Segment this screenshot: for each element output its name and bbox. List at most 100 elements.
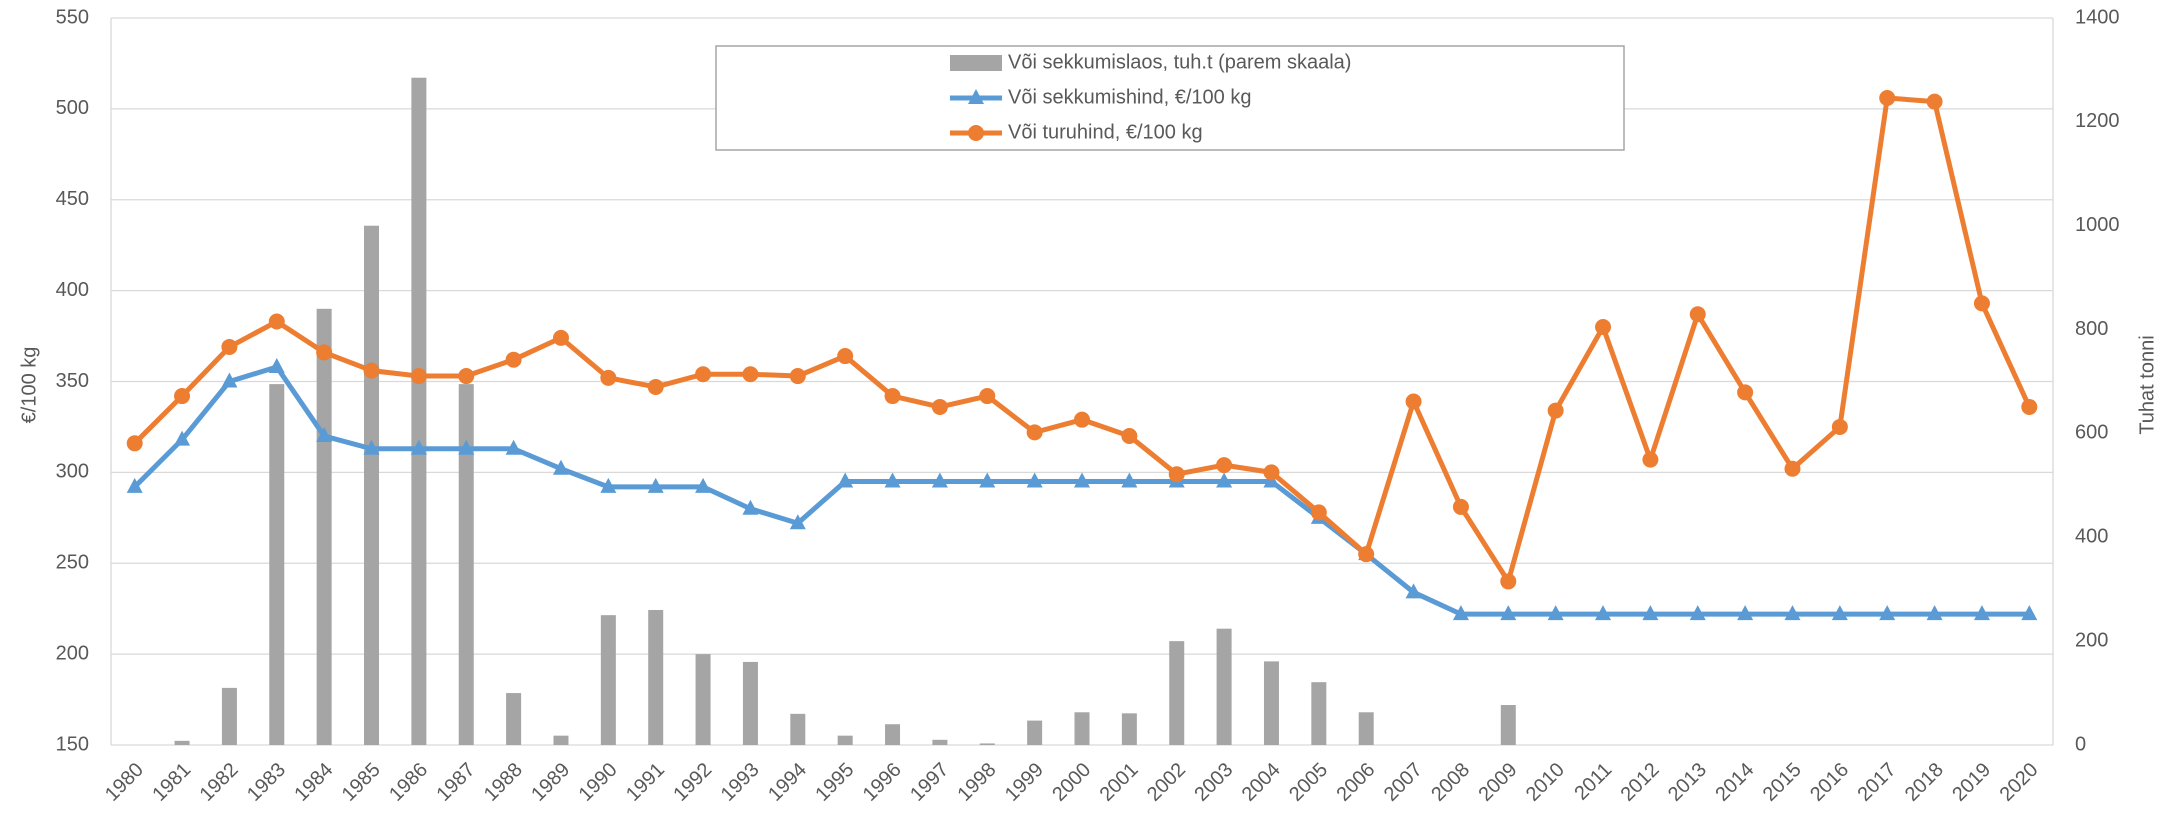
bar: [885, 724, 901, 745]
bar: [1500, 705, 1516, 745]
marker: [2021, 398, 2038, 415]
marker: [1026, 472, 1043, 488]
y2-tick-label: 200: [2075, 629, 2108, 651]
x-tick-label: 1989: [527, 759, 574, 806]
bar: [553, 735, 569, 745]
y-tick-label: 350: [56, 370, 89, 392]
marker: [1689, 306, 1706, 323]
marker: [410, 439, 427, 455]
marker: [1973, 295, 1990, 312]
marker: [1595, 605, 1612, 621]
x-tick-label: 2003: [1190, 759, 1237, 806]
bar: [1311, 682, 1327, 745]
marker: [1310, 504, 1327, 521]
y2-tick-label: 800: [2075, 318, 2108, 340]
y-tick-label: 250: [56, 552, 89, 574]
x-tick-label: 2009: [1475, 759, 1522, 806]
y-tick-label: 500: [56, 97, 89, 119]
marker: [837, 348, 854, 365]
x-tick-label: 1980: [101, 759, 148, 806]
marker: [1500, 573, 1517, 590]
marker: [1831, 418, 1848, 435]
x-tick-label: 1987: [432, 759, 479, 806]
x-tick-label: 1983: [243, 759, 290, 806]
x-tick-label: 1997: [906, 759, 953, 806]
marker: [1121, 472, 1138, 488]
marker: [505, 439, 522, 455]
marker: [1547, 605, 1564, 621]
y2-axis-title: Tuhat tonni: [2136, 335, 2158, 434]
marker: [931, 472, 948, 488]
x-tick-label: 1991: [622, 759, 669, 806]
marker: [1405, 583, 1422, 599]
marker: [2021, 605, 2038, 621]
x-tick-label: 2016: [1806, 759, 1853, 806]
x-tick-label: 1985: [338, 759, 385, 806]
x-tick-label: 1988: [480, 759, 527, 806]
marker: [1642, 451, 1659, 468]
x-tick-label: 1984: [290, 759, 337, 806]
marker: [742, 499, 759, 515]
legend-marker: [968, 89, 984, 104]
marker: [1784, 605, 1801, 621]
bar: [1121, 713, 1137, 745]
marker: [979, 388, 996, 405]
bar: [932, 739, 948, 745]
marker: [1879, 89, 1896, 106]
x-tick-label: 2013: [1664, 759, 1711, 806]
legend-swatch: [950, 55, 1002, 71]
marker: [1547, 402, 1564, 419]
x-tick-label: 1986: [385, 759, 432, 806]
marker: [742, 366, 759, 383]
x-tick-label: 1982: [196, 759, 243, 806]
bar: [458, 384, 474, 745]
bar: [364, 225, 380, 745]
x-tick-label: 1998: [954, 759, 1001, 806]
y2-tick-label: 1200: [2075, 110, 2120, 132]
x-tick-label: 1990: [575, 759, 622, 806]
legend-marker: [968, 125, 984, 141]
marker: [268, 313, 285, 330]
y-tick-label: 200: [56, 642, 89, 664]
marker: [1074, 411, 1090, 428]
marker: [789, 368, 806, 385]
x-tick-label: 1981: [148, 759, 195, 806]
marker: [1168, 466, 1185, 483]
x-tick-label: 2010: [1522, 759, 1569, 806]
bar: [411, 77, 427, 746]
bar: [1263, 661, 1279, 745]
bar: [316, 308, 332, 745]
bar: [1169, 641, 1185, 745]
bar: [221, 687, 237, 745]
bar: [174, 740, 190, 745]
x-tick-label: 1994: [764, 759, 811, 806]
marker: [552, 329, 569, 346]
bar: [790, 713, 806, 745]
bar: [600, 615, 616, 745]
x-tick-label: 2012: [1617, 759, 1664, 806]
marker: [1595, 318, 1612, 335]
marker: [647, 477, 664, 493]
marker: [1263, 464, 1280, 481]
x-tick-label: 1995: [811, 759, 858, 806]
marker: [1926, 605, 1943, 621]
x-tick-label: 2017: [1853, 759, 1900, 806]
marker: [126, 435, 143, 452]
x-tick-label: 1992: [669, 759, 716, 806]
x-tick-label: 2015: [1759, 759, 1806, 806]
marker: [221, 372, 238, 388]
x-tick-label: 2014: [1711, 759, 1758, 806]
marker: [552, 459, 569, 475]
marker: [221, 338, 238, 355]
marker: [1689, 605, 1706, 621]
marker: [505, 351, 522, 368]
x-tick-label: 2018: [1901, 759, 1948, 806]
marker: [363, 362, 380, 379]
bar: [1027, 720, 1043, 745]
marker: [1121, 428, 1138, 445]
y2-tick-label: 1400: [2075, 6, 2120, 28]
marker: [695, 366, 712, 383]
marker: [1500, 605, 1517, 621]
marker: [174, 388, 191, 405]
legend-label: Või sekkumislaos, tuh.t (parem skaala): [1008, 51, 1351, 73]
